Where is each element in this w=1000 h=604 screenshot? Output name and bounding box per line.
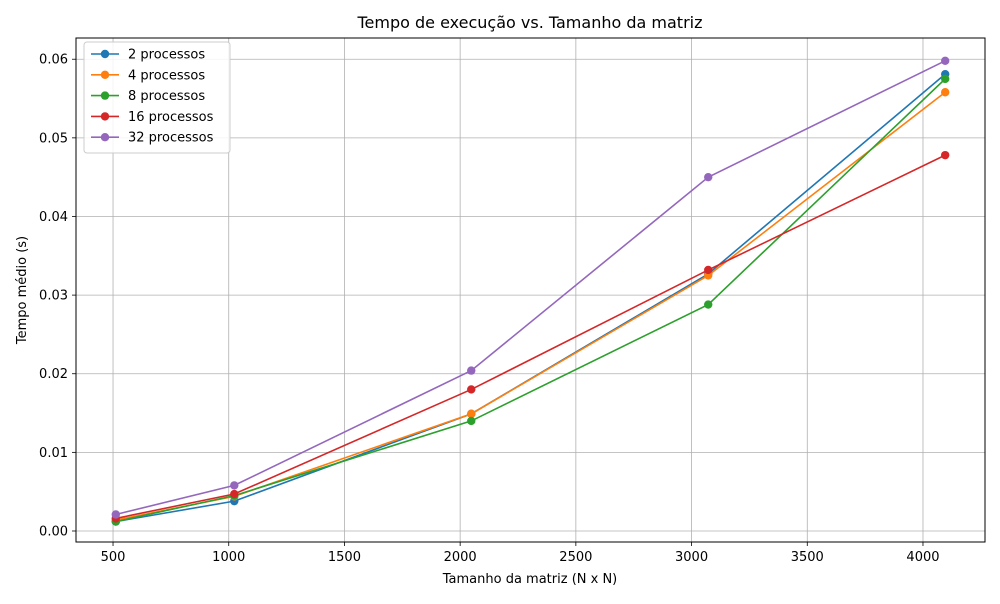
y-tick-label: 0.03	[39, 289, 68, 304]
x-axis-title: Tamanho da matriz (N x N)	[442, 572, 618, 587]
x-tick-label: 3000	[675, 550, 708, 565]
y-tick-label: 0.01	[39, 446, 68, 461]
data-point	[230, 481, 239, 490]
series-line	[115, 60, 946, 516]
series-layer	[111, 56, 950, 526]
data-point	[704, 300, 713, 309]
legend-swatch-marker	[100, 91, 110, 100]
data-point	[111, 510, 121, 519]
series-line	[115, 73, 946, 523]
data-point	[940, 150, 950, 160]
legend-entry: 16 processos	[91, 110, 214, 125]
data-point	[467, 366, 476, 375]
legend-swatch-marker	[100, 49, 110, 59]
y-axis-title: Tempo médio (s)	[15, 236, 30, 345]
series-line	[115, 154, 946, 520]
data-point	[230, 489, 239, 499]
legend-box	[83, 41, 231, 154]
x-tick-label: 2000	[444, 550, 477, 565]
legend-swatch-marker	[100, 133, 110, 142]
chart-title: Tempo de execução vs. Tamanho da matriz	[357, 13, 703, 32]
data-point	[940, 88, 950, 97]
series-line	[115, 91, 946, 521]
series-16-processos	[111, 150, 950, 523]
y-tick-label: 0.06	[39, 53, 68, 68]
series-32-processos	[111, 56, 950, 519]
legend-label: 8 processos	[128, 89, 205, 104]
axis-ticks: 500 1000 1500 2000 2500 3000 3500 4000 0.00 0.01 0…	[39, 53, 939, 565]
data-point	[940, 56, 950, 66]
y-tick-label: 0.04	[39, 210, 68, 225]
legend-swatch-marker	[100, 112, 110, 121]
data-point	[467, 409, 476, 419]
legend-swatch-marker	[100, 70, 110, 80]
y-tick-label: 0.00	[39, 524, 68, 539]
data-point	[704, 265, 713, 275]
x-tick-label: 500	[101, 550, 126, 565]
x-tick-label: 4000	[906, 550, 939, 565]
legend-label: 4 processos	[128, 68, 205, 83]
y-tick-label: 0.05	[39, 131, 68, 146]
x-tick-label: 1000	[212, 550, 245, 565]
series-2-processos	[111, 69, 950, 526]
data-point	[467, 416, 476, 426]
plot-frame	[75, 37, 986, 543]
data-point	[940, 74, 950, 84]
legend-entry: 8 processos	[91, 89, 205, 104]
x-tick-label: 3500	[791, 550, 824, 565]
y-tick-label: 0.02	[39, 367, 68, 382]
legend-label: 32 processos	[128, 131, 214, 146]
legend: 2 processos 4 processos 8 processos 16 proc…	[83, 41, 231, 154]
series-4-processos	[111, 88, 950, 525]
series-8-processos	[111, 74, 950, 526]
data-point	[704, 172, 713, 182]
legend-label: 2 processos	[128, 48, 205, 63]
legend-label: 16 processos	[128, 110, 214, 125]
x-tick-label: 2500	[559, 550, 592, 565]
grid	[76, 38, 985, 542]
data-point	[467, 385, 476, 394]
legend-entry: 32 processos	[91, 131, 214, 146]
legend-entry: 4 processos	[91, 68, 205, 83]
legend-entry: 2 processos	[91, 48, 205, 63]
series-line	[115, 78, 946, 523]
x-tick-label: 1500	[328, 550, 361, 565]
